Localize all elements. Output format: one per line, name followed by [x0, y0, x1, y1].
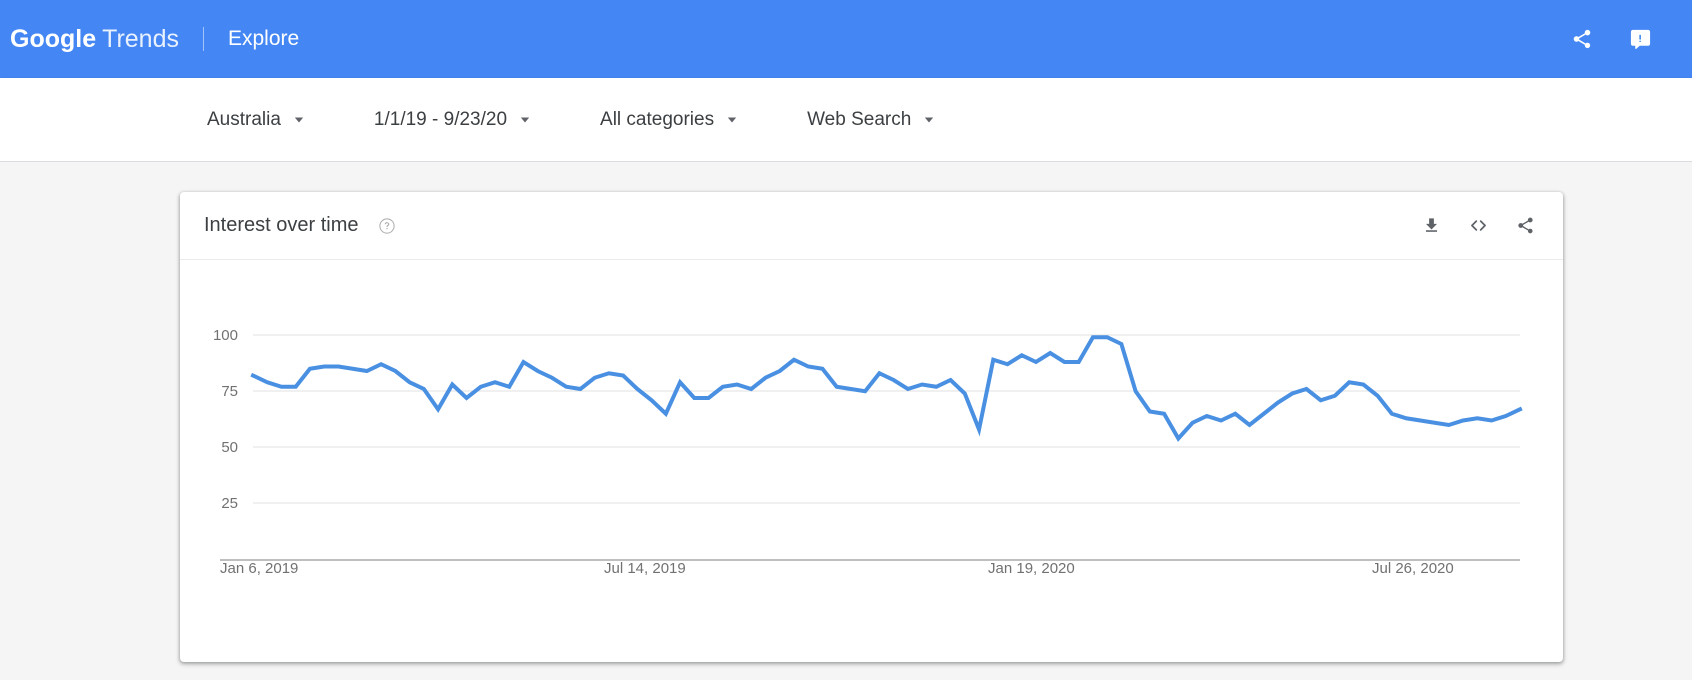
svg-text:Jan 19, 2020: Jan 19, 2020 [988, 560, 1075, 577]
svg-text:50: 50 [221, 439, 238, 456]
svg-text:25: 25 [221, 495, 238, 512]
svg-text:75: 75 [221, 383, 238, 400]
svg-text:100: 100 [213, 327, 238, 344]
svg-text:Jan 6, 2019: Jan 6, 2019 [220, 560, 298, 577]
svg-text:Jul 26, 2020: Jul 26, 2020 [1372, 560, 1454, 577]
svg-text:Jul 14, 2019: Jul 14, 2019 [604, 560, 686, 577]
